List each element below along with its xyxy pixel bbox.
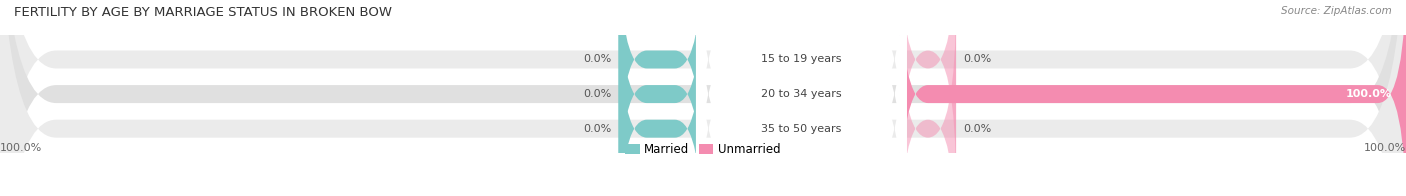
Text: 0.0%: 0.0% bbox=[583, 54, 612, 64]
FancyBboxPatch shape bbox=[696, 0, 907, 196]
Text: 100.0%: 100.0% bbox=[0, 143, 42, 153]
Text: 35 to 50 years: 35 to 50 years bbox=[761, 124, 842, 134]
Text: 15 to 19 years: 15 to 19 years bbox=[761, 54, 842, 64]
FancyBboxPatch shape bbox=[900, 0, 956, 196]
FancyBboxPatch shape bbox=[900, 0, 956, 189]
Text: 20 to 34 years: 20 to 34 years bbox=[761, 89, 842, 99]
Text: 100.0%: 100.0% bbox=[1364, 143, 1406, 153]
FancyBboxPatch shape bbox=[619, 0, 703, 189]
Text: 100.0%: 100.0% bbox=[1346, 89, 1392, 99]
Legend: Married, Unmarried: Married, Unmarried bbox=[620, 139, 786, 161]
Text: 0.0%: 0.0% bbox=[963, 124, 991, 134]
Text: 0.0%: 0.0% bbox=[583, 89, 612, 99]
Text: FERTILITY BY AGE BY MARRIAGE STATUS IN BROKEN BOW: FERTILITY BY AGE BY MARRIAGE STATUS IN B… bbox=[14, 6, 392, 19]
Text: Source: ZipAtlas.com: Source: ZipAtlas.com bbox=[1281, 6, 1392, 16]
Text: 0.0%: 0.0% bbox=[583, 124, 612, 134]
FancyBboxPatch shape bbox=[696, 0, 907, 196]
Text: 0.0%: 0.0% bbox=[963, 54, 991, 64]
FancyBboxPatch shape bbox=[900, 0, 1406, 196]
FancyBboxPatch shape bbox=[696, 0, 907, 196]
FancyBboxPatch shape bbox=[619, 0, 703, 196]
FancyBboxPatch shape bbox=[619, 0, 703, 196]
